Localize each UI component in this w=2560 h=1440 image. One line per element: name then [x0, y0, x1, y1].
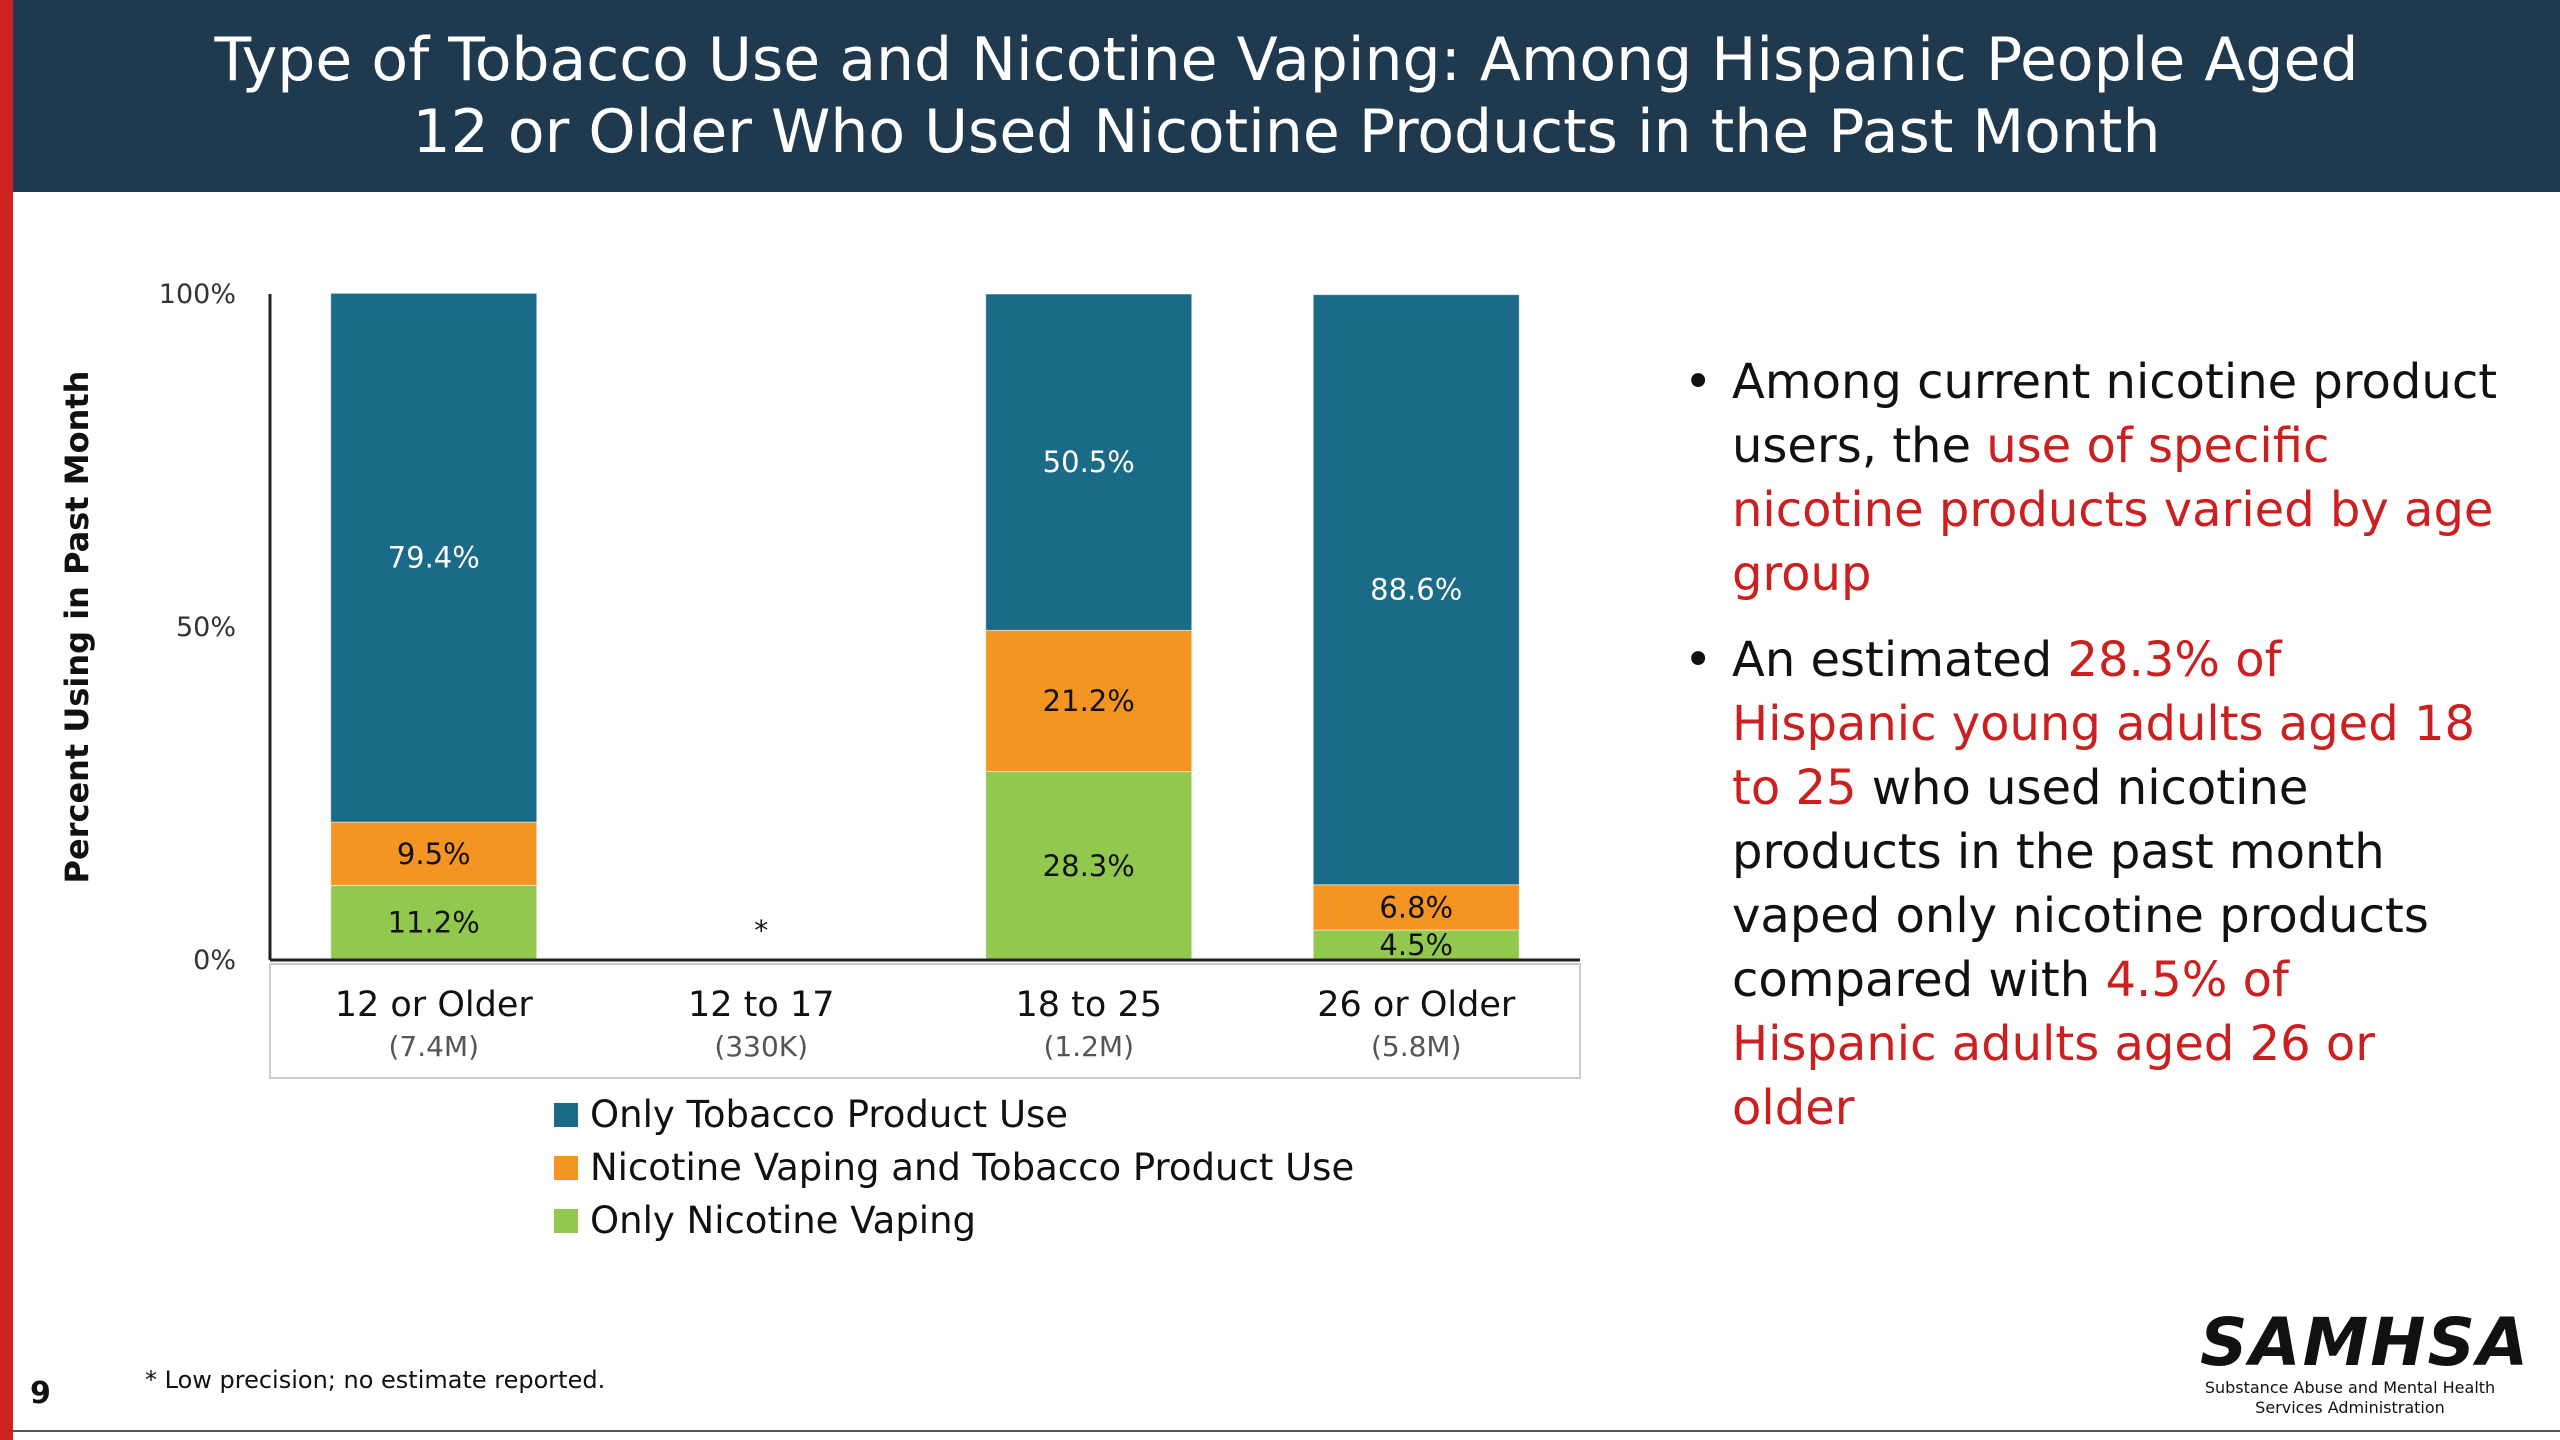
footnote: * Low precision; no estimate reported.: [145, 1366, 606, 1394]
data-label: 50.5%: [1043, 445, 1135, 479]
title-banner: Type of Tobacco Use and Nicotine Vaping:…: [13, 0, 2560, 192]
legend-item: Only Nicotine Vaping: [554, 1194, 1354, 1247]
bar-segment: [1312, 929, 1520, 961]
category-label: 12 or Older: [335, 985, 534, 1025]
bullet-text: An estimated: [1732, 632, 2068, 688]
data-label: 6.8%: [1379, 890, 1453, 924]
y-tick-label: 100%: [159, 279, 236, 310]
category-label-panel: [269, 963, 1581, 1079]
category-label: 18 to 25: [1016, 985, 1162, 1025]
bar-segment: [1312, 884, 1520, 931]
bar-segment: [330, 821, 538, 886]
highlighted-text: use of specific nicotine products varied…: [1732, 418, 2494, 602]
bottom-divider: [13, 1430, 2560, 1432]
key-findings: • Among current nicotine product users, t…: [1680, 350, 2500, 1162]
legend-swatch: [554, 1155, 578, 1180]
data-label: 21.2%: [1043, 684, 1135, 718]
legend-item: Nicotine Vaping and Tobacco Product Use: [554, 1141, 1354, 1194]
category-sublabel: (7.4M): [388, 1030, 479, 1063]
y-axis-title: Percent Using in Past Month: [58, 371, 96, 884]
category-sublabel: (330K): [714, 1030, 808, 1063]
legend-label: Only Tobacco Product Use: [590, 1093, 1069, 1136]
bar-segment: [985, 293, 1193, 631]
logo-subtitle: Substance Abuse and Mental Health Servic…: [2204, 1378, 2496, 1417]
bullet-dot: •: [1684, 354, 1713, 410]
category-sublabel: (5.8M): [1371, 1030, 1462, 1063]
left-accent-stripe: [0, 0, 13, 1440]
bullet-dot: •: [1684, 632, 1713, 688]
slide-title: Type of Tobacco Use and Nicotine Vaping:…: [214, 25, 2359, 167]
bar-segment: [1312, 294, 1520, 886]
legend-item: Only Tobacco Product Use: [554, 1088, 1354, 1141]
logo-wordmark: SAMHSA: [2200, 1304, 2531, 1381]
legend-swatch: [554, 1102, 578, 1127]
category-label: 26 or Older: [1317, 985, 1516, 1025]
missing-estimate-marker: *: [754, 914, 768, 947]
data-label: 28.3%: [1043, 849, 1135, 883]
highlighted-text: 28.3% of Hispanic young adults aged 18 t…: [1732, 632, 2476, 816]
legend-label: Nicotine Vaping and Tobacco Product Use: [590, 1146, 1355, 1189]
data-label: 88.6%: [1370, 573, 1462, 607]
bullet-point: • An estimated 28.3% of Hispanic young ad…: [1680, 628, 2500, 1140]
y-tick-label: 0%: [193, 945, 236, 976]
samhsa-logo: SAMHSA Substance Abuse and Mental Health…: [2200, 1304, 2531, 1418]
legend-swatch: [554, 1208, 578, 1233]
data-label: 11.2%: [388, 906, 480, 940]
bullet-point: • Among current nicotine product users, t…: [1680, 350, 2500, 606]
data-label: 79.4%: [388, 541, 480, 575]
bar-segment: [985, 629, 1193, 773]
legend-label: Only Nicotine Vaping: [590, 1199, 977, 1242]
category-label: 12 to 17: [688, 985, 834, 1025]
bullet-text: Among current nicotine product users, th…: [1732, 354, 2498, 474]
data-label: 4.5%: [1379, 928, 1453, 962]
page-number: 9: [30, 1376, 51, 1411]
category-sublabel: (1.2M): [1043, 1030, 1134, 1063]
highlighted-text: 4.5% of Hispanic adults aged 26 or older: [1732, 952, 2376, 1136]
bar-segment: [330, 884, 538, 961]
chart-legend: Only Tobacco Product Use Nicotine Vaping …: [554, 1088, 1354, 1247]
y-tick-label: 50%: [176, 612, 236, 643]
bar-segment: [330, 292, 538, 823]
bar-segment: [985, 771, 1193, 961]
bullet-text: who used nicotine products in the past m…: [1732, 760, 2429, 1008]
data-label: 9.5%: [397, 837, 471, 871]
